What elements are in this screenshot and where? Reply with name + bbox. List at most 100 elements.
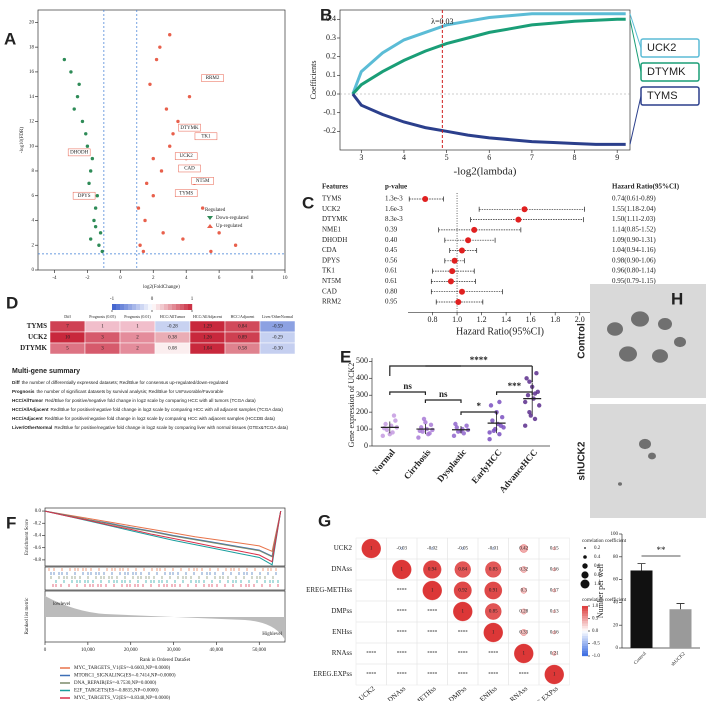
summary-term: HCC/AllTumor bbox=[12, 398, 43, 403]
corr-circle bbox=[520, 629, 528, 636]
legend-label: UCK2 bbox=[647, 42, 676, 54]
cell-label: 2 bbox=[136, 336, 139, 341]
y-tick-label: 12 bbox=[29, 120, 35, 125]
summary-text: Red/Blue for positive/negative fold chan… bbox=[45, 416, 276, 421]
summary-term: HCC/AllAdjacent bbox=[12, 407, 49, 412]
y-axis-label: Ranked list metric bbox=[25, 597, 30, 634]
point bbox=[98, 231, 103, 235]
significance: **** bbox=[519, 673, 530, 678]
x-tick-label: -2 bbox=[85, 276, 90, 281]
significance: **** bbox=[397, 610, 408, 615]
p-value: 1.6e-3 bbox=[385, 205, 403, 213]
summary-text: the number of differentially expressed d… bbox=[22, 380, 229, 385]
y-tick-label: 10 bbox=[29, 144, 35, 149]
corr-circle bbox=[400, 547, 403, 550]
significance: **** bbox=[397, 589, 408, 594]
colorbar-step bbox=[582, 623, 588, 627]
significance: **** bbox=[366, 652, 377, 657]
sphere bbox=[648, 452, 656, 460]
connector bbox=[629, 95, 642, 145]
y-tick-label: 80 bbox=[613, 555, 619, 560]
corr-circle bbox=[422, 580, 442, 601]
colorbar-step bbox=[582, 610, 588, 614]
x-tick-label: 8 bbox=[573, 153, 577, 162]
colorbar-step bbox=[116, 304, 121, 310]
x-tick-label: 2.0 bbox=[575, 315, 585, 324]
row-label: TYMS bbox=[27, 322, 47, 330]
corr-label: 0.92 bbox=[458, 589, 467, 594]
x-axis-label: -log2(lambda) bbox=[454, 166, 517, 178]
y-tick-label: 200 bbox=[356, 407, 368, 416]
x-tick-label: 7 bbox=[530, 153, 534, 162]
annotation-box bbox=[174, 189, 198, 197]
row-label: DNAss bbox=[331, 565, 352, 573]
point bbox=[391, 413, 397, 418]
annotation: TK1 bbox=[201, 134, 211, 139]
x-tick-label: 0 bbox=[119, 276, 122, 281]
y-tick-label: 100 bbox=[356, 424, 368, 433]
hr-point bbox=[451, 257, 458, 264]
error-bar bbox=[676, 603, 685, 610]
hr-point bbox=[422, 196, 429, 202]
y-tick-label: 400 bbox=[356, 373, 368, 382]
y-tick-label: 0.0 bbox=[326, 89, 336, 98]
annotation-box bbox=[191, 177, 214, 185]
corr-circle bbox=[461, 547, 464, 550]
point bbox=[527, 409, 532, 415]
point bbox=[382, 426, 387, 431]
corr-label: 0.28 bbox=[519, 610, 528, 615]
size-key-label: 0.4 bbox=[594, 555, 601, 560]
point bbox=[487, 437, 492, 442]
feature: DTYMK bbox=[322, 215, 348, 223]
y-tick-label: 18 bbox=[29, 45, 35, 50]
column-header: Diff bbox=[64, 314, 71, 319]
point bbox=[159, 169, 164, 173]
legend-label: MYC_TARGETS_V1(ES=-0.6603,NP=0.0000) bbox=[74, 666, 171, 671]
corr-label: 0.84 bbox=[458, 568, 467, 573]
corr-label: 1 bbox=[523, 652, 526, 657]
cell-label: 3 bbox=[101, 336, 104, 341]
hr-point bbox=[515, 216, 522, 223]
cell bbox=[538, 663, 570, 686]
x-tick-label: 6 bbox=[218, 276, 221, 281]
summary-text: Red/Blue for positive/negative fold chan… bbox=[51, 407, 284, 412]
corr-circle bbox=[552, 567, 556, 572]
cell-label: 5 bbox=[66, 347, 69, 352]
point bbox=[500, 415, 505, 420]
point bbox=[488, 403, 494, 408]
x-axis-label: Rank in Ordered DataSet bbox=[140, 658, 191, 663]
row-label: ENHss bbox=[332, 628, 352, 636]
point bbox=[427, 431, 432, 436]
significance: **** bbox=[397, 631, 408, 636]
p-value: 0.61 bbox=[385, 267, 398, 275]
colorbar-label: 0 bbox=[151, 297, 154, 302]
panel-label: D bbox=[6, 293, 18, 312]
point bbox=[88, 169, 93, 173]
bracket bbox=[424, 399, 462, 403]
point bbox=[75, 94, 80, 99]
feature: DPYS bbox=[322, 256, 340, 264]
point bbox=[151, 194, 155, 198]
corr-label: -0.02 bbox=[427, 547, 438, 552]
colorbar-step bbox=[582, 645, 588, 649]
annotation-box bbox=[178, 123, 201, 132]
summary-term: HCC/Adjacent bbox=[12, 416, 43, 421]
colorbar-step bbox=[184, 304, 189, 310]
point bbox=[92, 218, 96, 223]
point bbox=[217, 231, 221, 235]
row-label: EREG.EXPss bbox=[313, 670, 352, 678]
cell-label: 1.04 bbox=[203, 347, 212, 352]
colorbar-step bbox=[152, 304, 157, 310]
low-label: lowlevel bbox=[53, 602, 71, 607]
point bbox=[430, 427, 435, 433]
corr-label: 0.3 bbox=[521, 589, 528, 594]
point bbox=[90, 156, 95, 161]
corr-label: 1 bbox=[370, 547, 373, 552]
bar bbox=[630, 570, 653, 648]
bracket-arms bbox=[389, 365, 533, 382]
x-tick-label: 8 bbox=[251, 276, 254, 281]
significance: **** bbox=[366, 673, 377, 678]
significance: **** bbox=[397, 652, 408, 657]
legend-box bbox=[640, 38, 700, 58]
row-label: EREG-METHss bbox=[306, 586, 352, 594]
